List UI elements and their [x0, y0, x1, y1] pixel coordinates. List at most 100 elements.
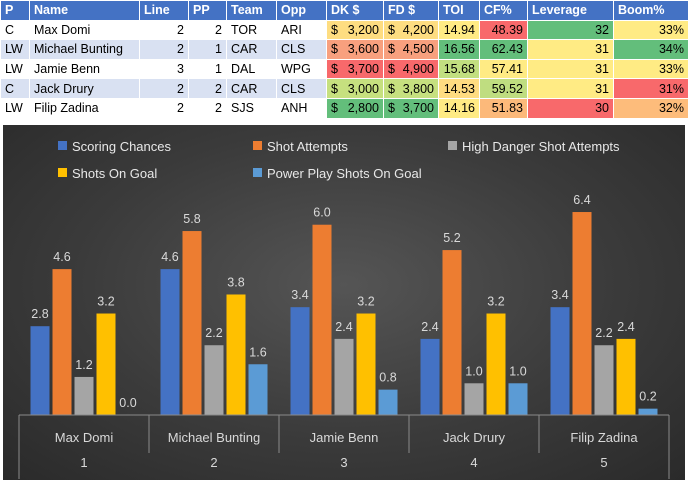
cell-position: LW — [0, 39, 30, 60]
bar — [52, 269, 72, 415]
cell-fd-salary: $3,800 — [383, 78, 439, 99]
col-header-fd[interactable]: FD $ — [383, 0, 439, 21]
col-header-position[interactable]: P — [0, 0, 30, 21]
bar — [464, 383, 484, 415]
bar — [248, 364, 268, 415]
cell-dk-salary: $3,600 — [326, 39, 384, 60]
cell-line: 2 — [139, 78, 189, 99]
cell-name: Filip Zadina — [29, 97, 140, 119]
bar — [420, 338, 440, 415]
col-header-toi[interactable]: TOI — [438, 0, 480, 21]
cell-opp: ANH — [276, 97, 327, 119]
bar — [356, 313, 376, 415]
cell-pp: 1 — [188, 39, 227, 60]
table-row[interactable]: LW Jamie Benn 3 1 DAL WPG $3,700 $4,900 15.68 57.… — [0, 58, 688, 80]
data-label: 5.8 — [183, 212, 200, 226]
data-label: 6.0 — [313, 206, 330, 220]
cell-team: CAR — [226, 39, 277, 60]
table-row[interactable]: LW Filip Zadina 2 2 SJS ANH $2,800 $3,700 14.16 5… — [0, 97, 688, 119]
cell-toi: 16.56 — [438, 39, 480, 60]
cell-toi: 14.94 — [438, 19, 480, 41]
cell-name: Jack Drury — [29, 78, 140, 99]
category-label: Jack Drury — [443, 430, 506, 445]
bar — [638, 408, 658, 415]
col-header-leverage[interactable]: Leverage — [527, 0, 614, 21]
data-label: 2.8 — [31, 307, 48, 321]
legend-swatch — [58, 168, 67, 177]
col-header-dk[interactable]: DK $ — [326, 0, 384, 21]
bar — [550, 307, 570, 415]
table-row[interactable]: LW Michael Bunting 2 1 CAR CLS $3,600 $4,500 16.… — [0, 39, 688, 60]
cell-dk-salary: $3,000 — [326, 78, 384, 99]
bar — [160, 269, 180, 415]
cell-pp: 2 — [188, 97, 227, 119]
legend-label: Power Play Shots On Goal — [267, 166, 422, 181]
data-label: 1.0 — [509, 364, 526, 378]
cell-toi: 14.53 — [438, 78, 480, 99]
data-label: 0.8 — [379, 371, 396, 385]
data-label: 2.2 — [595, 326, 612, 340]
cell-toi: 15.68 — [438, 58, 480, 80]
cell-fd-salary: $3,700 — [383, 97, 439, 119]
cell-cf: 48.39 — [479, 19, 528, 41]
col-header-name[interactable]: Name — [29, 0, 140, 21]
cell-fd-salary: $4,200 — [383, 19, 439, 41]
cell-line: 2 — [139, 97, 189, 119]
cell-line: 2 — [139, 19, 189, 41]
chart-svg: Scoring Chances Shot Attempts High Danger … — [18, 139, 670, 479]
data-label: 3.2 — [357, 295, 374, 309]
legend-label: Shot Attempts — [267, 139, 348, 154]
col-header-pp[interactable]: PP — [188, 0, 227, 21]
data-label: 0.0 — [119, 396, 136, 410]
cell-opp: CLS — [276, 78, 327, 99]
bar — [572, 212, 592, 415]
cell-toi: 14.16 — [438, 97, 480, 119]
bar — [30, 326, 50, 415]
cell-boom: 31% — [613, 78, 688, 99]
bar-chart: Scoring Chances Shot Attempts High Danger … — [3, 125, 685, 480]
cell-cf: 57.41 — [479, 58, 528, 80]
col-header-boom[interactable]: Boom% — [613, 0, 688, 21]
cell-team: TOR — [226, 19, 277, 41]
cell-fd-salary: $4,900 — [383, 58, 439, 80]
bar — [226, 294, 246, 415]
category-number-label: 3 — [340, 455, 347, 470]
category-label: Jamie Benn — [310, 430, 379, 445]
col-header-line[interactable]: Line — [139, 0, 189, 21]
category-label: Michael Bunting — [168, 430, 261, 445]
data-label: 5.2 — [443, 231, 460, 245]
bar — [290, 307, 310, 415]
legend-swatch — [253, 168, 262, 177]
player-table: P Name Line PP Team Opp DK $ FD $ TOI CF… — [0, 0, 688, 119]
cell-line: 3 — [139, 58, 189, 80]
cell-opp: ARI — [276, 19, 327, 41]
category-number-label: 4 — [470, 455, 477, 470]
table-row[interactable]: C Jack Drury 2 2 CAR CLS $3,000 $3,800 14.53 59.5… — [0, 78, 688, 99]
cell-name: Max Domi — [29, 19, 140, 41]
data-label: 4.6 — [53, 250, 70, 264]
bar — [616, 338, 636, 415]
cell-pp: 2 — [188, 78, 227, 99]
data-label: 2.2 — [205, 326, 222, 340]
category-number-label: 5 — [600, 455, 607, 470]
col-header-cf[interactable]: CF% — [479, 0, 528, 21]
bar — [312, 224, 332, 415]
cell-leverage: 31 — [527, 39, 614, 60]
category-label: Filip Zadina — [570, 430, 638, 445]
data-label: 1.0 — [465, 364, 482, 378]
category-label: Max Domi — [55, 430, 114, 445]
data-label: 2.4 — [335, 320, 352, 334]
table-row[interactable]: C Max Domi 2 2 TOR ARI $3,200 $4,200 14.94 48.39 3… — [0, 19, 688, 41]
data-label: 3.2 — [487, 295, 504, 309]
legend-label: Scoring Chances — [72, 139, 171, 154]
col-header-team[interactable]: Team — [226, 0, 277, 21]
data-label: 1.6 — [249, 345, 266, 359]
legend-swatch — [58, 141, 67, 150]
cell-cf: 62.43 — [479, 39, 528, 60]
cell-line: 2 — [139, 39, 189, 60]
legend-swatch — [448, 141, 457, 150]
col-header-opp[interactable]: Opp — [276, 0, 327, 21]
cell-name: Jamie Benn — [29, 58, 140, 80]
table-header-row: P Name Line PP Team Opp DK $ FD $ TOI CF… — [0, 0, 688, 21]
cell-position: LW — [0, 97, 30, 119]
